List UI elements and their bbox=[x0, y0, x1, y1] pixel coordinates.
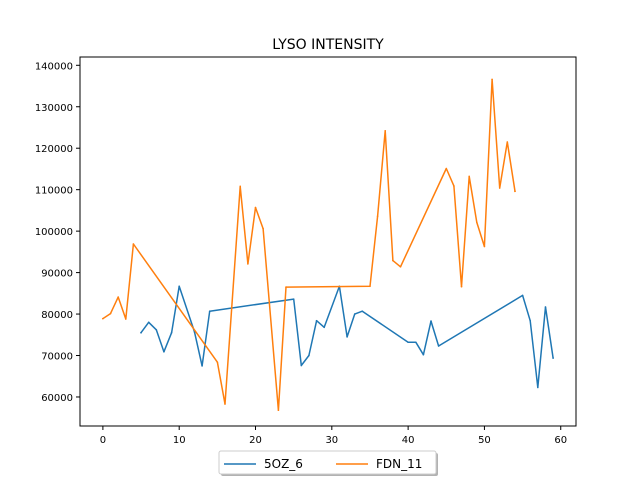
data-point bbox=[376, 215, 379, 218]
data-point bbox=[422, 353, 425, 356]
data-point bbox=[445, 167, 448, 170]
data-point bbox=[315, 319, 318, 322]
data-point bbox=[537, 386, 539, 389]
data-point bbox=[476, 221, 478, 224]
x-axis: 0 10 20 30 40 50 60 bbox=[100, 426, 567, 446]
data-point bbox=[453, 185, 455, 187]
data-point bbox=[124, 318, 127, 320]
y-tick-label: 140000 bbox=[35, 61, 73, 72]
y-tick-label: 60000 bbox=[41, 393, 73, 404]
series-line bbox=[139, 285, 554, 389]
data-point bbox=[216, 361, 219, 363]
data-point bbox=[437, 345, 440, 347]
data-point bbox=[529, 319, 532, 322]
data-point bbox=[498, 187, 501, 189]
data-point bbox=[262, 227, 264, 230]
data-point bbox=[468, 175, 470, 178]
legend-entry: FDN_11 bbox=[336, 457, 422, 471]
data-point bbox=[361, 310, 364, 312]
x-tick-label: 60 bbox=[554, 435, 567, 446]
data-point bbox=[514, 190, 516, 193]
data-point bbox=[277, 409, 280, 412]
data-point bbox=[323, 326, 325, 329]
x-tick-label: 50 bbox=[478, 435, 491, 446]
data-point bbox=[308, 354, 310, 357]
legend-items: 5OZ_6 FDN_11 bbox=[224, 457, 422, 471]
data-point bbox=[392, 259, 394, 262]
x-tick-label: 30 bbox=[325, 435, 338, 446]
data-point bbox=[399, 265, 402, 268]
y-tick-label: 80000 bbox=[41, 310, 73, 321]
plot-frame bbox=[79, 56, 577, 427]
plot-area bbox=[101, 78, 554, 412]
x-tick-label: 10 bbox=[173, 435, 186, 446]
y-axis: 60000 70000 80000 90000 100000 110000 120000 13… bbox=[35, 61, 80, 404]
y-tick-label: 130000 bbox=[35, 103, 73, 114]
data-point bbox=[239, 185, 242, 188]
legend-box bbox=[218, 450, 437, 475]
y-tick-label: 90000 bbox=[41, 269, 73, 280]
y-tick-label: 110000 bbox=[35, 186, 73, 197]
data-point bbox=[155, 329, 158, 331]
data-point bbox=[521, 294, 524, 297]
series-line bbox=[101, 78, 516, 411]
data-point bbox=[170, 331, 173, 334]
data-point bbox=[109, 312, 112, 315]
data-point bbox=[117, 296, 119, 298]
series-5oz-6 bbox=[139, 285, 554, 389]
data-point bbox=[208, 310, 211, 312]
data-point bbox=[132, 243, 135, 245]
data-point bbox=[224, 403, 226, 405]
data-point bbox=[140, 331, 142, 334]
chart-title: LYSO INTENSITY bbox=[272, 37, 384, 53]
data-point bbox=[201, 365, 203, 367]
data-point bbox=[483, 245, 486, 248]
data-point bbox=[384, 130, 387, 132]
data-point bbox=[300, 364, 303, 367]
data-point bbox=[147, 321, 150, 324]
data-point bbox=[346, 336, 348, 338]
data-point bbox=[544, 306, 547, 308]
legend: 5OZ_6 FDN_11 bbox=[218, 450, 438, 476]
legend-entry: 5OZ_6 bbox=[224, 457, 303, 471]
data-point bbox=[102, 317, 104, 320]
data-point bbox=[369, 285, 371, 288]
data-point bbox=[292, 298, 295, 300]
data-point bbox=[460, 285, 463, 288]
y-tick-label: 120000 bbox=[35, 144, 73, 155]
data-point bbox=[254, 206, 257, 209]
x-tick-label: 40 bbox=[402, 435, 415, 446]
data-point bbox=[491, 78, 493, 81]
data-point bbox=[407, 341, 409, 344]
y-tick-label: 70000 bbox=[41, 352, 73, 363]
data-point bbox=[353, 313, 356, 315]
x-tick-label: 20 bbox=[249, 435, 262, 446]
data-point bbox=[506, 141, 509, 143]
legend-label: 5OZ_6 bbox=[264, 457, 303, 471]
legend-label: FDN_11 bbox=[376, 457, 422, 471]
data-point bbox=[414, 341, 417, 344]
data-point bbox=[247, 263, 249, 265]
data-point bbox=[552, 357, 554, 359]
data-point bbox=[178, 285, 180, 288]
data-point bbox=[285, 286, 287, 288]
x-tick-label: 0 bbox=[100, 435, 106, 446]
y-tick-label: 100000 bbox=[35, 227, 73, 238]
data-point bbox=[430, 320, 432, 322]
series-fdn-11 bbox=[101, 78, 516, 412]
data-point bbox=[163, 350, 165, 353]
